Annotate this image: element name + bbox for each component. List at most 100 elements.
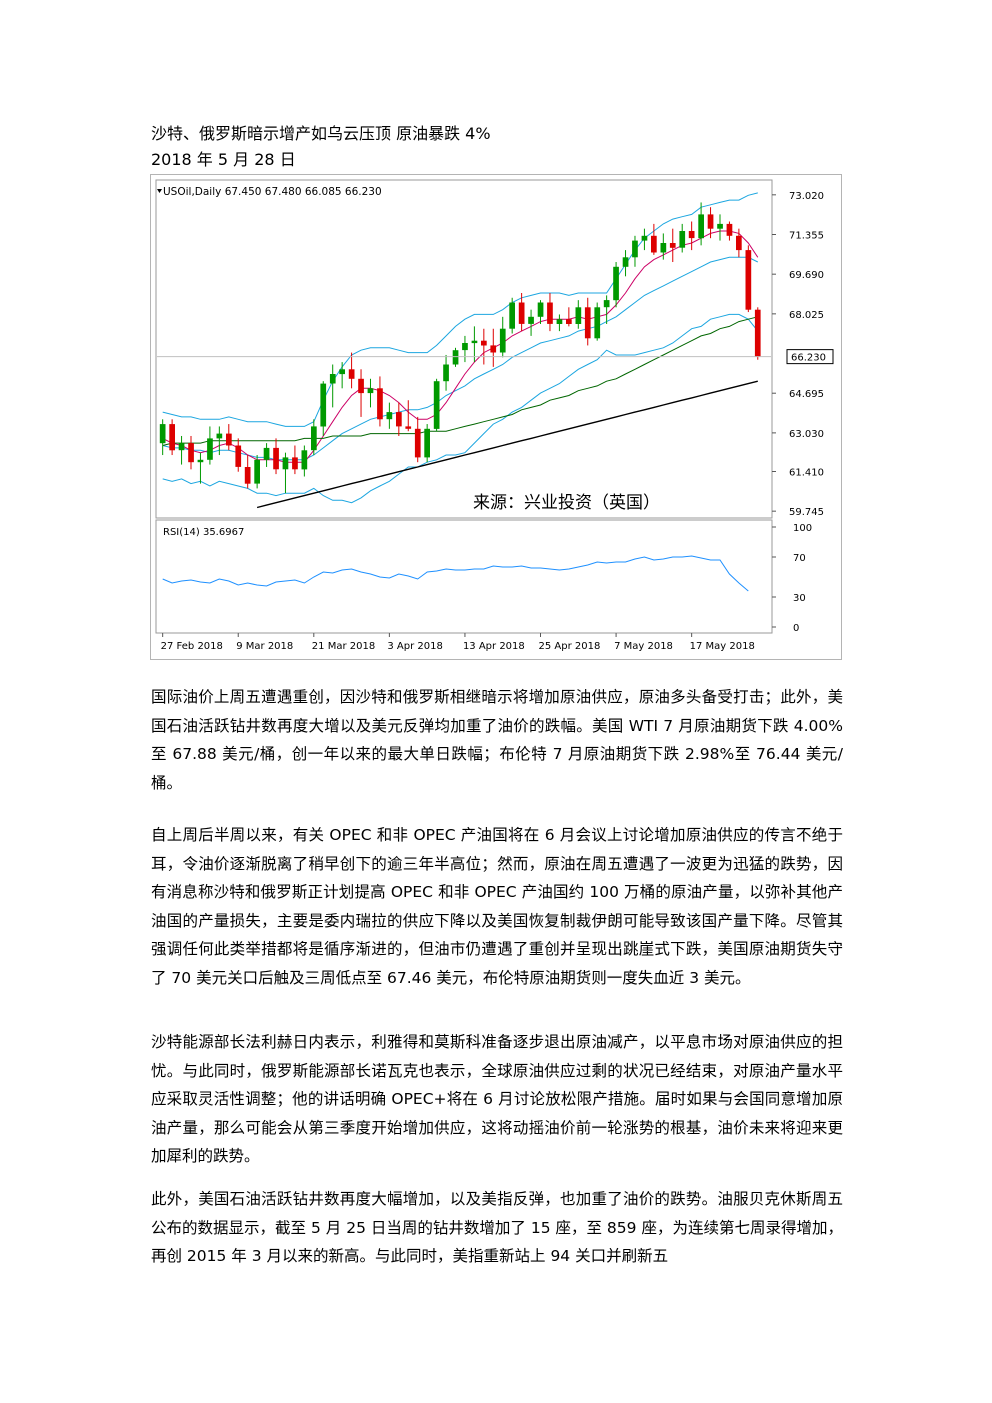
price-tick-label: 63.030 — [789, 429, 824, 440]
candle-body — [584, 307, 591, 339]
paragraph-2: 自上周后半周以来，有关 OPEC 和非 OPEC 产油国将在 6 月会议上讨论增… — [151, 826, 843, 987]
candle-body — [424, 428, 430, 458]
candle-body — [575, 307, 582, 324]
current-price-box — [786, 349, 834, 365]
candle-body — [188, 443, 194, 463]
price-tick-label: 64.695 — [789, 389, 824, 400]
candle-body — [499, 328, 506, 353]
candle-body — [481, 340, 487, 346]
candle-body — [405, 426, 412, 429]
slow-ma-line — [256, 380, 758, 509]
rsi-tick-label: 30 — [793, 593, 806, 604]
candle-body — [358, 378, 364, 394]
candle-body — [688, 231, 695, 239]
candle-body — [282, 457, 289, 470]
candle-body — [528, 316, 534, 324]
rsi-panel-border — [155, 519, 773, 634]
candle-body — [396, 412, 402, 427]
price-tick-label: 59.745 — [789, 507, 824, 518]
candle-body — [320, 383, 327, 427]
candle-body — [244, 467, 251, 484]
date-tick-label: 25 Apr 2018 — [539, 641, 601, 652]
paragraph-3: 沙特能源部长法利赫日内表示，利雅得和莫斯科准备逐步退出原油减产，以平息市场对原油… — [151, 1033, 843, 1165]
bollinger-mid-line — [162, 256, 759, 461]
candle-body — [329, 374, 336, 384]
source-note: 来源：兴业投资（英国） — [473, 493, 660, 513]
candle-body — [348, 369, 355, 379]
rsi-label: RSI(14) 35.6967 — [163, 527, 244, 538]
date-tick-label: 17 May 2018 — [690, 641, 755, 652]
candle-body — [603, 300, 610, 308]
candle-body — [669, 243, 676, 248]
price-tick-label: 69.690 — [789, 270, 824, 281]
price-tick-label: 73.020 — [789, 191, 824, 202]
bollinger-upper-line — [162, 192, 758, 427]
bollinger-lower-line — [162, 313, 759, 504]
candle-body — [556, 319, 563, 324]
candle-body — [490, 345, 497, 353]
candle-body — [301, 450, 308, 470]
article-title: 沙特、俄罗斯暗示增产如乌云压顶 原油暴跌 4% — [151, 124, 491, 143]
candle-body — [717, 223, 723, 229]
candle-body — [471, 340, 478, 344]
date-tick-label: 13 Apr 2018 — [463, 641, 525, 652]
rsi-line — [162, 555, 749, 592]
candle-body — [462, 343, 468, 351]
date-tick-label: 3 Apr 2018 — [387, 641, 442, 652]
candle-body — [641, 235, 648, 241]
candle-body — [547, 302, 553, 324]
candle-body — [736, 235, 742, 251]
fast-ma-line — [162, 230, 759, 463]
date-tick-label: 27 Feb 2018 — [161, 641, 223, 652]
candle-body — [660, 243, 667, 253]
candle-body — [159, 424, 166, 444]
paragraph-1: 国际油价上周五遭遇重创，因沙特和俄罗斯相继暗示将增加原油供应，原油多头备受打击；… — [151, 688, 843, 792]
rsi-tick-label: 100 — [793, 523, 812, 534]
price-tick-label: 68.025 — [789, 310, 824, 321]
candle-body — [651, 235, 657, 253]
date-tick-label: 7 May 2018 — [614, 641, 673, 652]
rsi-tick-label: 70 — [793, 553, 806, 564]
candle-body — [207, 438, 213, 460]
candle-body — [726, 223, 733, 236]
candle-body — [509, 302, 515, 329]
price-tick-label: 71.355 — [789, 230, 824, 241]
candle-body — [386, 412, 393, 420]
dropdown-triangle-icon — [157, 189, 162, 193]
candle-body — [537, 302, 544, 317]
candle-body — [613, 266, 619, 301]
date-tick-label: 21 Mar 2018 — [312, 641, 375, 652]
candle-body — [367, 388, 374, 394]
candle-body — [263, 447, 270, 460]
candle-body — [707, 214, 714, 229]
candle-body — [443, 364, 449, 382]
candle-body — [594, 307, 601, 339]
candle-body — [433, 381, 440, 429]
candle-body — [622, 257, 629, 267]
candle-body — [235, 445, 242, 467]
current-price-label: 66.230 — [791, 353, 826, 364]
candle-body — [273, 447, 279, 470]
candle-body — [339, 369, 345, 375]
candle-body — [216, 433, 223, 439]
candle-body — [745, 250, 752, 310]
article-date: 2018 年 5 月 28 日 — [151, 150, 296, 169]
candle-body — [632, 240, 638, 258]
candle-body — [226, 433, 232, 446]
candle-body — [254, 459, 260, 484]
price-tick-label: 61.410 — [789, 467, 824, 478]
candle-body — [566, 319, 572, 324]
candle-body — [518, 302, 525, 324]
candle-body — [698, 214, 704, 239]
candle-body — [292, 457, 298, 470]
price-chart: 73.020 71.355 69.690 68.025 64.695 63.030 61.4… — [150, 174, 842, 660]
candle-body — [169, 424, 175, 451]
candle-body — [679, 231, 686, 248]
candle-body — [754, 309, 761, 357]
chart-svg: 73.020 71.355 69.690 68.025 64.695 63.030 61.4… — [151, 175, 841, 659]
mid-ma-line — [162, 316, 758, 446]
candle-body — [377, 388, 383, 420]
rsi-tick-label: 0 — [793, 623, 799, 634]
candle-body — [414, 428, 421, 458]
